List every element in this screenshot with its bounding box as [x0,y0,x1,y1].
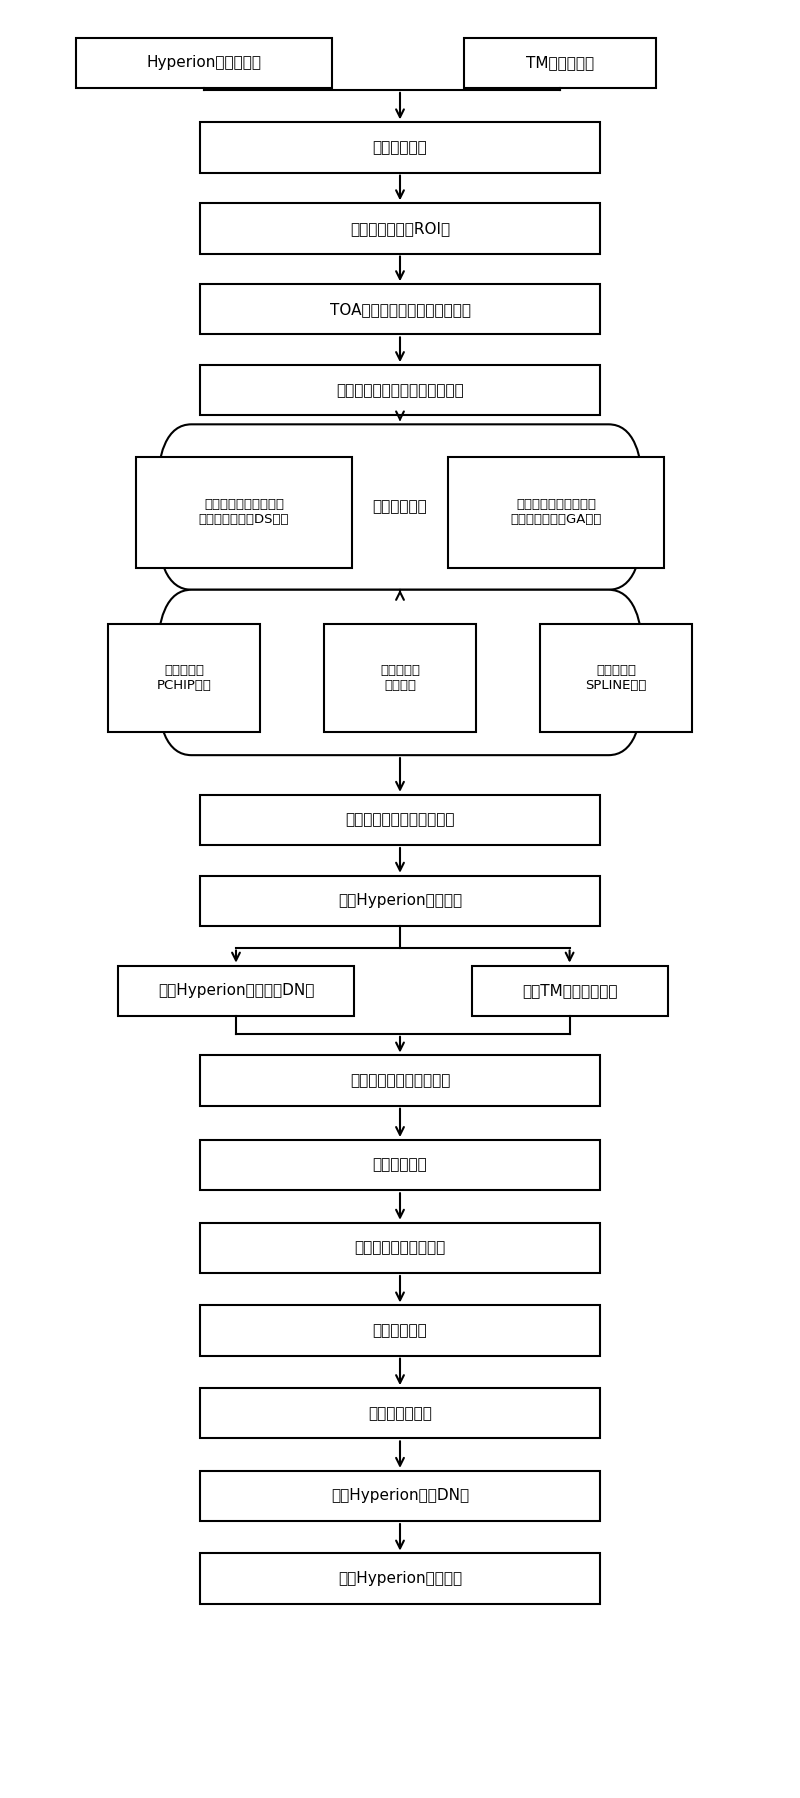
FancyBboxPatch shape [200,1223,600,1273]
Text: Hyperion图像预处理: Hyperion图像预处理 [146,56,262,70]
FancyBboxPatch shape [118,966,354,1016]
Text: 提取Hyperion图像DN值: 提取Hyperion图像DN值 [331,1489,469,1503]
Text: TM图像预处理: TM图像预处理 [526,56,594,70]
Text: 定标辐亮度曲线: 定标辐亮度曲线 [368,1406,432,1420]
Text: 重建高光谱辐亮度曲线: 重建高光谱辐亮度曲线 [354,1241,446,1255]
FancyBboxPatch shape [448,457,664,568]
FancyBboxPatch shape [471,966,667,1016]
FancyBboxPatch shape [200,1305,600,1356]
Text: 提取Hyperion优化波段DN值: 提取Hyperion优化波段DN值 [158,984,314,998]
FancyBboxPatch shape [200,365,600,415]
FancyBboxPatch shape [200,1055,600,1106]
Text: 最佳波段选择: 最佳波段选择 [373,500,427,514]
FancyBboxPatch shape [200,876,600,926]
Text: 去除气体吸收: 去除气体吸收 [373,1158,427,1172]
FancyBboxPatch shape [156,590,644,755]
FancyBboxPatch shape [108,624,260,732]
FancyBboxPatch shape [200,1471,600,1521]
Text: 提取TM图像辐亮度值: 提取TM图像辐亮度值 [522,984,618,998]
FancyBboxPatch shape [200,1140,600,1190]
FancyBboxPatch shape [200,1388,600,1438]
Text: 对优化波段
PCHIP插值: 对优化波段 PCHIP插值 [157,663,211,692]
FancyBboxPatch shape [200,795,600,845]
FancyBboxPatch shape [156,424,644,590]
Text: 选择感兴趣区（ROI）: 选择感兴趣区（ROI） [350,221,450,236]
FancyBboxPatch shape [200,203,600,254]
Text: 生成Hyperion定标系数: 生成Hyperion定标系数 [338,1571,462,1586]
FancyBboxPatch shape [324,624,476,732]
Text: 使用去除气体吸收后的
辐亮度曲线进行GA选择: 使用去除气体吸收后的 辐亮度曲线进行GA选择 [510,498,602,527]
FancyBboxPatch shape [136,457,352,568]
Text: 对优化波段
线性插值: 对优化波段 线性插值 [380,663,420,692]
FancyBboxPatch shape [200,122,600,173]
Text: TOA辐亮度和气体吸收特征模拟: TOA辐亮度和气体吸收特征模拟 [330,302,470,316]
Text: 影像几何匹配: 影像几何匹配 [373,140,427,155]
FancyBboxPatch shape [200,284,600,334]
Text: 使用模拟数据评价最优算法: 使用模拟数据评价最优算法 [346,813,454,827]
Text: 对模拟辐亮度曲线去除气体吸收: 对模拟辐亮度曲线去除气体吸收 [336,383,464,397]
Text: 获得Hyperion优化波段: 获得Hyperion优化波段 [338,894,462,908]
FancyBboxPatch shape [464,38,656,88]
FancyBboxPatch shape [540,624,692,732]
Text: 使用去除气体吸收后的
辐亮度曲线进行DS选择: 使用去除气体吸收后的 辐亮度曲线进行DS选择 [198,498,290,527]
FancyBboxPatch shape [76,38,332,88]
FancyBboxPatch shape [200,1553,600,1604]
Text: 最优插值: 最优插值 [382,665,418,680]
Text: 对优化波段
SPLINE插值: 对优化波段 SPLINE插值 [586,663,646,692]
Text: 对优化波段进行辐射定标: 对优化波段进行辐射定标 [350,1073,450,1088]
Text: 加载气体吸收: 加载气体吸收 [373,1323,427,1338]
